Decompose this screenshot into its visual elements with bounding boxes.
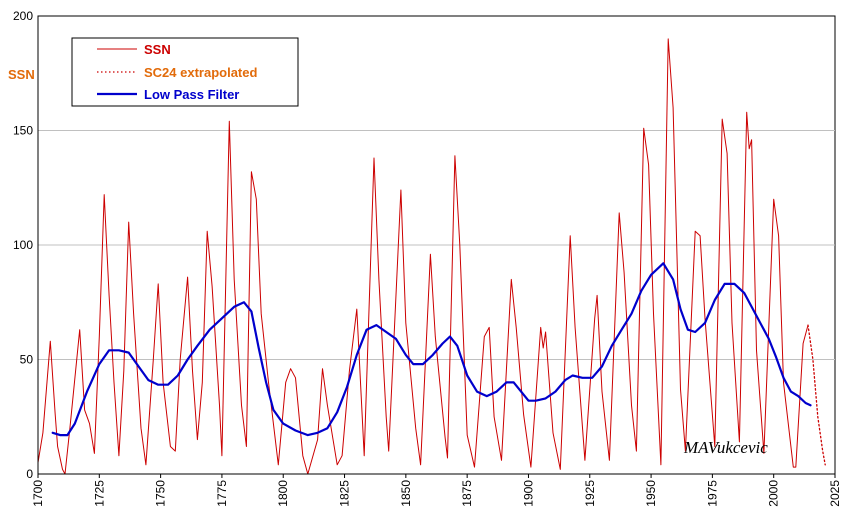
series-lines bbox=[37, 38, 826, 475]
x-tick-label: 1800 bbox=[276, 480, 290, 507]
y-tick-label: 200 bbox=[13, 9, 33, 23]
x-tick-label: 1825 bbox=[338, 480, 352, 507]
x-tick-label: 1975 bbox=[705, 480, 719, 507]
x-tick-label: 1850 bbox=[399, 480, 413, 507]
legend: SSN SC24 extrapolated Low Pass Filter bbox=[71, 37, 299, 107]
x-tick-label: 1775 bbox=[215, 480, 229, 507]
x-tick-label: 1875 bbox=[460, 480, 474, 507]
x-tick-label: 2025 bbox=[828, 480, 842, 507]
x-tick-label: 1950 bbox=[644, 480, 658, 507]
y-tick-label: 100 bbox=[13, 238, 33, 252]
legend-label-sc24: SC24 extrapolated bbox=[144, 65, 257, 80]
series-line-2 bbox=[51, 262, 812, 437]
y-tick-label: 150 bbox=[13, 124, 33, 138]
x-tick-label: 1700 bbox=[31, 480, 45, 507]
x-tick-label: 1900 bbox=[521, 480, 535, 507]
x-tick-label: 2000 bbox=[767, 480, 781, 507]
y-axis-label: SSN bbox=[8, 67, 35, 82]
y-tick-labels: 0 50 100 150 200 bbox=[13, 9, 33, 481]
y-tick-label: 50 bbox=[20, 353, 34, 367]
x-tick-label: 1725 bbox=[92, 480, 106, 507]
x-tick-label: 1925 bbox=[583, 480, 597, 507]
x-tick-label: 1750 bbox=[154, 480, 168, 507]
legend-label-ssn: SSN bbox=[144, 42, 171, 57]
gridlines bbox=[38, 130, 835, 360]
x-tick-labels: 1700 1725 1750 1775 1800 1825 1850 1875 1900 1925… bbox=[31, 474, 842, 507]
watermark-signature: MAVukcevic bbox=[683, 438, 768, 457]
series-line-1 bbox=[807, 324, 826, 466]
series-line-0 bbox=[37, 38, 809, 475]
legend-label-lpf: Low Pass Filter bbox=[144, 87, 239, 102]
y-tick-label: 0 bbox=[26, 467, 33, 481]
